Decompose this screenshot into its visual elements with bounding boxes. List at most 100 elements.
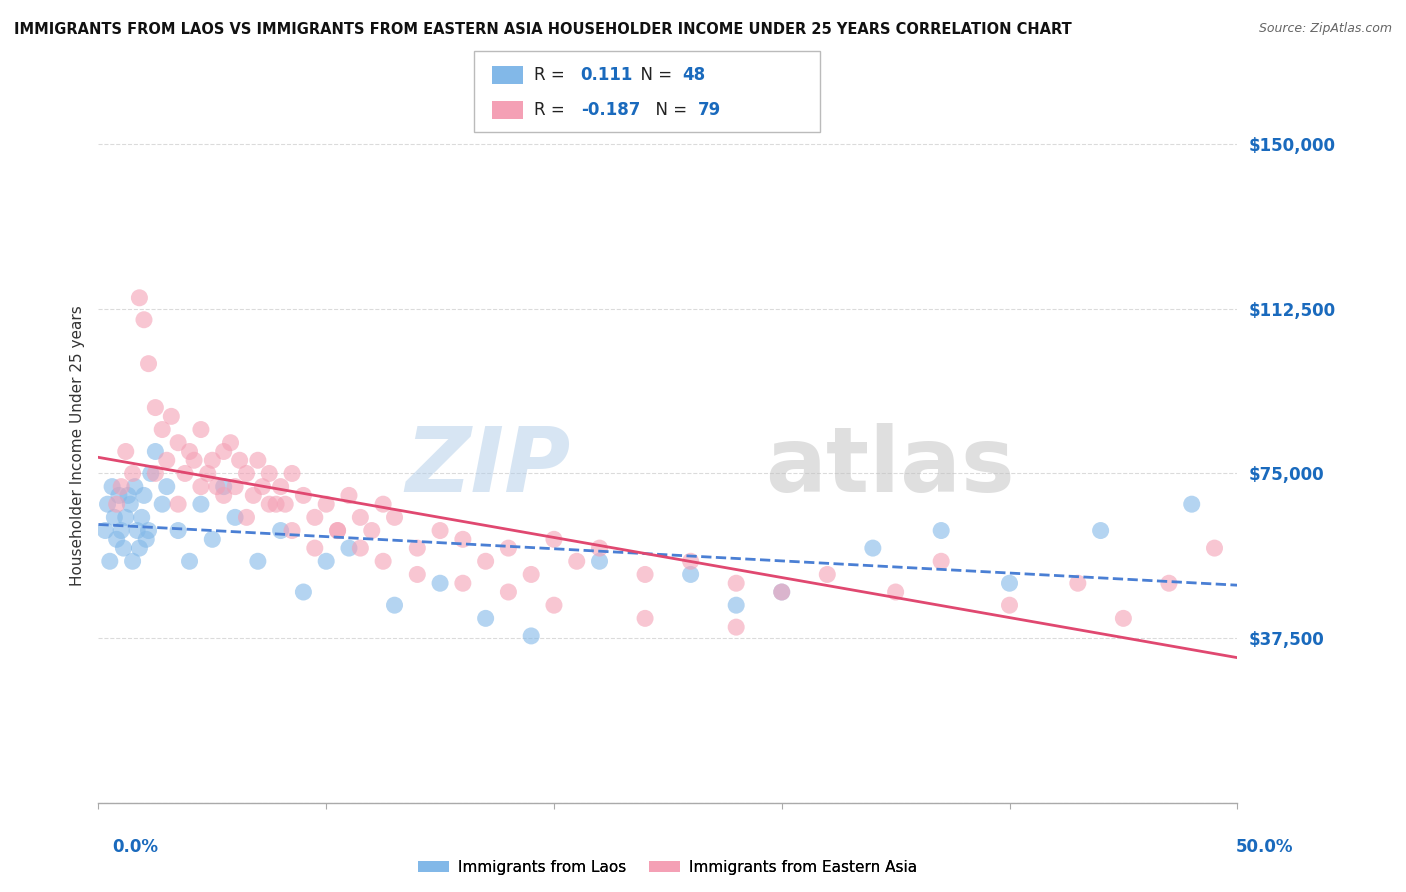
Text: 0.111: 0.111 — [581, 66, 633, 84]
Point — [270, 524, 292, 538]
Point — [131, 510, 153, 524]
Text: R =: R = — [534, 102, 571, 120]
Point — [326, 524, 349, 538]
Point — [474, 554, 496, 568]
Point — [108, 488, 131, 502]
Text: N =: N = — [630, 66, 678, 84]
Point — [371, 497, 394, 511]
Point — [128, 541, 150, 555]
Point — [242, 488, 264, 502]
Point — [725, 598, 748, 612]
Point — [1090, 524, 1112, 538]
Point — [815, 567, 838, 582]
Point — [101, 480, 124, 494]
Point — [105, 533, 128, 547]
Point — [179, 444, 201, 458]
Point — [138, 357, 160, 371]
Point — [1204, 541, 1226, 555]
Point — [235, 510, 257, 524]
Point — [190, 480, 212, 494]
Point — [110, 524, 132, 538]
Point — [451, 576, 474, 591]
Point — [274, 497, 297, 511]
Point — [246, 554, 269, 568]
Point — [498, 585, 520, 599]
Point — [292, 488, 315, 502]
Point — [1181, 497, 1204, 511]
Point — [349, 510, 371, 524]
Point — [150, 497, 173, 511]
Point — [110, 480, 132, 494]
Text: N =: N = — [645, 102, 693, 120]
Point — [451, 533, 474, 547]
Point — [337, 541, 360, 555]
Point — [228, 453, 250, 467]
Text: ZIP: ZIP — [406, 424, 571, 511]
Point — [145, 401, 167, 415]
Point — [326, 524, 349, 538]
Point — [235, 467, 257, 481]
Point — [725, 576, 748, 591]
Legend: Immigrants from Laos, Immigrants from Eastern Asia: Immigrants from Laos, Immigrants from Ea… — [412, 854, 924, 880]
Point — [212, 480, 235, 494]
Point — [132, 312, 155, 326]
Point — [135, 533, 157, 547]
Point — [588, 554, 610, 568]
Point — [634, 567, 657, 582]
Point — [150, 423, 173, 437]
Point — [360, 524, 382, 538]
Point — [94, 524, 117, 538]
Point — [770, 585, 793, 599]
Point — [156, 480, 179, 494]
Point — [167, 524, 190, 538]
Point — [349, 541, 371, 555]
Point — [315, 554, 337, 568]
Point — [160, 409, 183, 424]
Point — [281, 467, 304, 481]
Point — [174, 467, 197, 481]
Point — [212, 444, 235, 458]
Point — [132, 488, 155, 502]
Point — [264, 497, 287, 511]
Point — [565, 554, 588, 568]
Point — [384, 510, 406, 524]
Point — [139, 467, 162, 481]
Point — [384, 598, 406, 612]
Point — [224, 480, 246, 494]
Point — [929, 524, 952, 538]
Point — [304, 541, 326, 555]
Text: 0.0%: 0.0% — [112, 838, 159, 856]
Text: R =: R = — [534, 66, 571, 84]
Point — [114, 444, 136, 458]
Point — [884, 585, 907, 599]
Point — [406, 541, 429, 555]
Point — [406, 567, 429, 582]
Point — [252, 480, 274, 494]
Point — [281, 524, 304, 538]
Point — [121, 554, 143, 568]
Point — [543, 533, 565, 547]
Point — [679, 567, 702, 582]
Point — [183, 453, 205, 467]
Text: 48: 48 — [682, 66, 704, 84]
Point — [145, 467, 167, 481]
Point — [179, 554, 201, 568]
Point — [98, 554, 121, 568]
Point — [259, 467, 281, 481]
Point — [998, 598, 1021, 612]
Point — [1067, 576, 1090, 591]
Point — [124, 480, 146, 494]
Point — [103, 510, 125, 524]
Point — [128, 291, 150, 305]
Point — [1157, 576, 1180, 591]
Point — [259, 497, 281, 511]
Point — [212, 488, 235, 502]
Point — [201, 453, 224, 467]
Point — [679, 554, 702, 568]
Text: atlas: atlas — [765, 424, 1014, 511]
Point — [156, 453, 179, 467]
Point — [167, 497, 190, 511]
Point — [112, 541, 135, 555]
Y-axis label: Householder Income Under 25 years: Householder Income Under 25 years — [69, 306, 84, 586]
Point — [543, 598, 565, 612]
